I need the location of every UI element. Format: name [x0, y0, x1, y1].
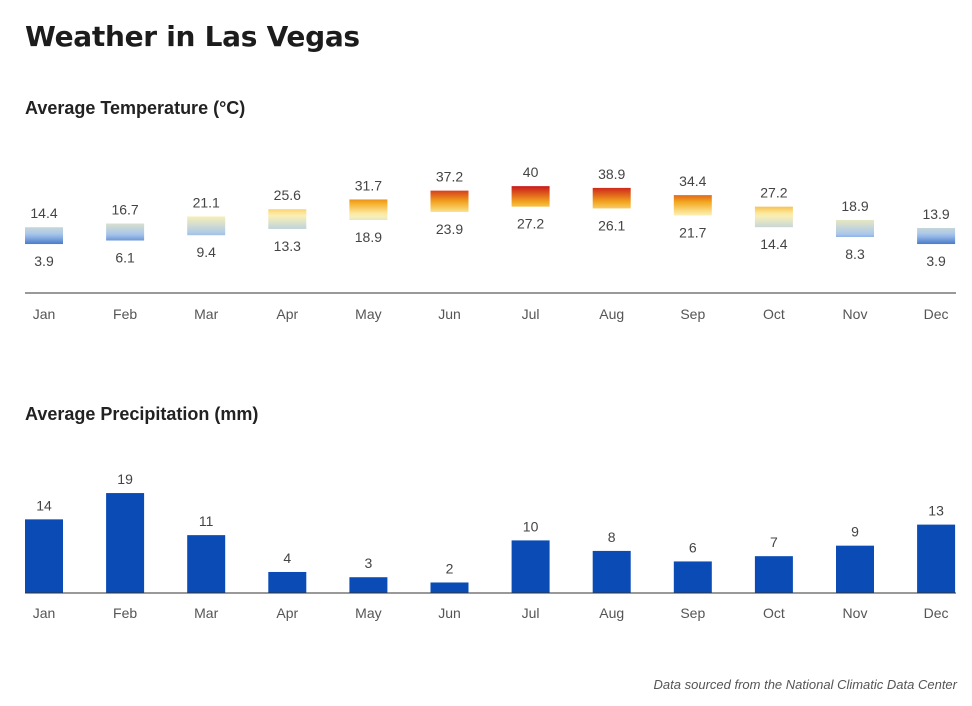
- source-footnote: Data sourced from the National Climatic …: [653, 677, 957, 692]
- temperature-high-label: 14.4: [30, 205, 57, 221]
- page-title: Weather in Las Vegas: [25, 20, 360, 53]
- temperature-low-label: 26.1: [598, 217, 625, 233]
- temperature-low-label: 3.9: [926, 253, 946, 269]
- precipitation-value-label: 14: [36, 497, 52, 513]
- temperature-low-label: 14.4: [760, 236, 787, 252]
- precipitation-bar: [511, 540, 550, 593]
- temperature-high-label: 34.4: [679, 173, 706, 189]
- temperature-range-bar: [25, 227, 63, 245]
- temperature-high-label: 16.7: [111, 202, 138, 218]
- precipitation-bar: [592, 550, 631, 593]
- precipitation-bar: [25, 519, 63, 593]
- precipitation-value-label: 11: [199, 513, 214, 529]
- precipitation-bar: [917, 524, 956, 593]
- precipitation-bar: [836, 545, 874, 593]
- temperature-month-tick: Feb: [113, 306, 137, 322]
- precipitation-chart-title: Average Precipitation (mm): [25, 404, 259, 424]
- precipitation-value-label: 7: [770, 534, 778, 550]
- precipitation-bar: [673, 561, 712, 593]
- temperature-month-tick: Oct: [763, 306, 785, 322]
- precipitation-chart: 14 Jan 19 Feb 11 Mar 4 Apr 3 May 2 Jun 10 Jul 8 Aug 6 Sep…: [25, 471, 956, 621]
- precipitation-bar: [106, 493, 145, 593]
- temperature-month-tick: Dec: [924, 306, 949, 322]
- precipitation-value-label: 4: [283, 550, 291, 566]
- precipitation-month-tick: Mar: [194, 605, 218, 621]
- precipitation-value-label: 10: [523, 518, 539, 534]
- temperature-high-label: 37.2: [436, 169, 463, 185]
- temperature-low-label: 27.2: [517, 216, 544, 232]
- temperature-high-label: 27.2: [760, 185, 787, 201]
- precipitation-value-label: 9: [851, 524, 859, 540]
- temperature-range-bar: [268, 209, 307, 229]
- temperature-low-label: 6.1: [115, 250, 135, 266]
- precipitation-month-tick: Dec: [924, 605, 949, 621]
- precipitation-value-label: 8: [608, 529, 616, 545]
- temperature-range-bar: [592, 187, 631, 209]
- temperature-low-label: 13.3: [274, 238, 301, 254]
- precipitation-bar: [754, 556, 793, 593]
- temperature-range-bar: [836, 219, 874, 237]
- precipitation-bar: [268, 571, 307, 593]
- temperature-range-bar: [673, 195, 712, 216]
- temperature-low-label: 9.4: [196, 244, 216, 260]
- precipitation-value-label: 2: [446, 560, 454, 576]
- precipitation-month-tick: Nov: [843, 605, 868, 621]
- temperature-range-bar: [511, 186, 550, 207]
- precipitation-month-tick: Jul: [522, 605, 540, 621]
- precipitation-month-tick: Jun: [438, 605, 461, 621]
- temperature-range-bar: [349, 199, 388, 220]
- precipitation-bar: [430, 582, 469, 593]
- temperature-high-label: 31.7: [355, 177, 382, 193]
- temperature-range-bar: [430, 190, 469, 212]
- temperature-range-bar: [187, 216, 226, 236]
- precipitation-month-tick: Sep: [680, 605, 705, 621]
- temperature-month-tick: Jul: [522, 306, 540, 322]
- temperature-range-bar: [917, 228, 956, 245]
- temperature-high-label: 18.9: [841, 198, 868, 214]
- temperature-month-tick: Aug: [599, 306, 624, 322]
- temperature-month-tick: Mar: [194, 306, 218, 322]
- precipitation-value-label: 3: [365, 555, 373, 571]
- temperature-chart: 14.4 3.9 Jan 16.7 6.1 Feb 21.1 9.4 Mar 25.6 13.3 Ap…: [25, 164, 956, 322]
- temperature-range-bar: [106, 223, 145, 241]
- temperature-month-tick: Jan: [33, 306, 56, 322]
- temperature-low-label: 3.9: [34, 253, 54, 269]
- precipitation-month-tick: Oct: [763, 605, 785, 621]
- precipitation-value-label: 19: [117, 471, 133, 487]
- temperature-high-label: 13.9: [922, 206, 949, 222]
- temperature-low-label: 23.9: [436, 221, 463, 237]
- temperature-high-label: 38.9: [598, 166, 625, 182]
- temperature-low-label: 8.3: [845, 246, 865, 262]
- precipitation-value-label: 13: [928, 503, 944, 519]
- temperature-month-tick: Nov: [843, 306, 868, 322]
- temperature-low-label: 18.9: [355, 229, 382, 245]
- temperature-high-label: 25.6: [274, 187, 301, 203]
- temperature-chart-title: Average Temperature (°C): [25, 98, 246, 118]
- precipitation-bar: [187, 535, 226, 593]
- precipitation-month-tick: Feb: [113, 605, 137, 621]
- temperature-low-label: 21.7: [679, 224, 706, 240]
- temperature-month-tick: May: [355, 306, 381, 322]
- precipitation-month-tick: Apr: [276, 605, 298, 621]
- temperature-month-tick: Jun: [438, 306, 461, 322]
- precipitation-value-label: 6: [689, 539, 697, 555]
- precipitation-month-tick: May: [355, 605, 381, 621]
- temperature-high-label: 21.1: [193, 194, 220, 210]
- temperature-month-tick: Sep: [680, 306, 705, 322]
- precipitation-month-tick: Jan: [33, 605, 56, 621]
- temperature-month-tick: Apr: [276, 306, 298, 322]
- temperature-high-label: 40: [523, 164, 539, 180]
- precipitation-month-tick: Aug: [599, 605, 624, 621]
- precipitation-bar: [349, 577, 388, 593]
- temperature-range-bar: [754, 206, 793, 228]
